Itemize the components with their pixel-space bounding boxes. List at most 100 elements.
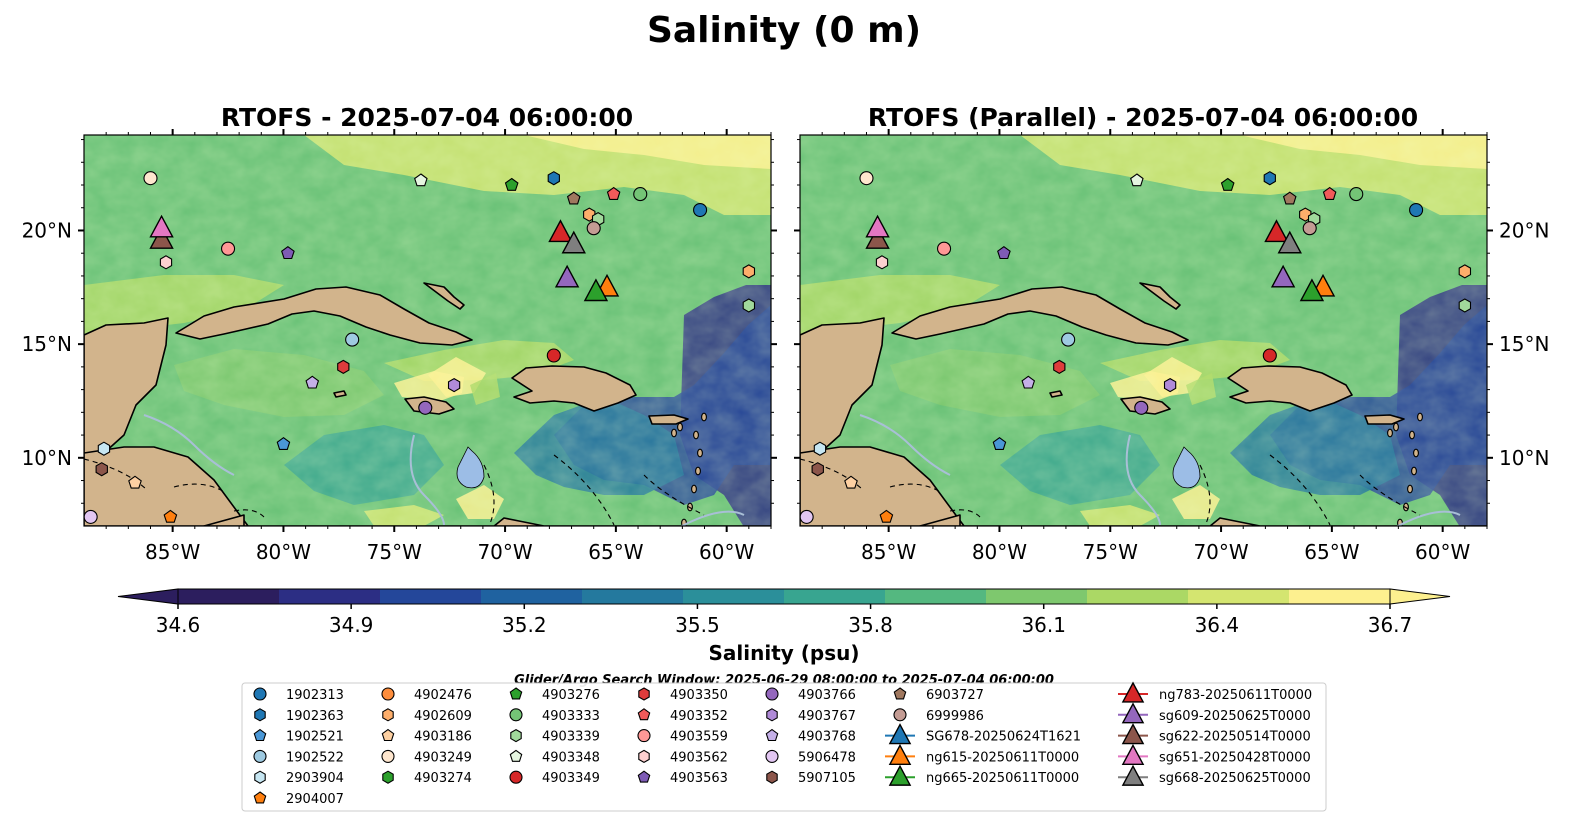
glider-sg651-20250428T0000: [149, 214, 174, 238]
island: [1387, 428, 1393, 438]
legend-label: 4903274: [414, 771, 472, 786]
argo-float-4903348: [414, 173, 428, 187]
lat-tick-label: 15°N: [1499, 332, 1549, 356]
legend-marker: [253, 749, 267, 763]
colorbar-segment: [885, 589, 987, 604]
colorbar-tick-label: 34.9: [329, 613, 374, 637]
colorbar-segment: [986, 589, 1088, 604]
island: [1407, 484, 1413, 494]
legend-marker: [1121, 743, 1145, 766]
legend-item: 6903727: [893, 687, 984, 703]
legend-item: 4903339: [510, 728, 600, 745]
argo-float-6999986: [1302, 221, 1317, 236]
landmass-cuba: [175, 286, 473, 346]
argo-float-4902609: [742, 264, 756, 279]
colorbar-segment: [279, 589, 381, 604]
argo-float-4903767: [1163, 377, 1177, 393]
colorbar-segment: [1289, 589, 1391, 604]
lon-tick-label: 60°W: [699, 540, 754, 564]
argo-float-4903276: [1220, 177, 1235, 191]
legend-item: 4903333: [509, 708, 600, 724]
land: [84, 282, 771, 526]
lon-tick-label: 75°W: [367, 540, 422, 564]
legend-label: 6999986: [926, 709, 984, 724]
colorbar-tick-label: 36.7: [1368, 613, 1413, 637]
argo-float-4903767: [447, 377, 461, 393]
legend-marker: [1121, 702, 1145, 724]
argo-float-4903352: [1322, 186, 1337, 200]
argo-float-4903339: [1458, 298, 1472, 313]
legend-label: 4903766: [798, 688, 856, 703]
argo-float-4903186: [844, 475, 858, 489]
legend-item: ng783-20250611T0000: [1118, 681, 1312, 703]
legend-item: 4903562: [638, 749, 728, 765]
colorbar-segment: [683, 589, 785, 604]
glider-sg668-20250625T0000: [561, 230, 586, 254]
argo-float-4903559: [220, 241, 236, 256]
country-border: [800, 458, 863, 490]
glider-ng665-20250611T0000: [583, 278, 609, 302]
colorbar-segment: [1087, 589, 1189, 604]
legend-label: 2903904: [286, 771, 344, 786]
island: [1417, 412, 1423, 422]
legend-item: SG678-20250624T1621: [885, 723, 1081, 745]
argo-float-1902313: [1409, 202, 1424, 218]
legend-label: sg651-20250428T0000: [1159, 750, 1311, 765]
river: [409, 434, 445, 526]
legend-label: 1902363: [286, 709, 344, 724]
colorbar-min-extend: [117, 588, 179, 605]
glider-sg668-20250625T0000: [1277, 230, 1302, 254]
legend-label: ng665-20250611T0000: [926, 771, 1079, 786]
legend-label: 4903349: [542, 771, 600, 786]
legend-marker: [888, 764, 912, 786]
axis-ticks: 85°W 80°W 75°W 70°W 65°W 60°W 20°N 15°N 10°N: [794, 129, 1549, 564]
legend-item: 1902313: [253, 687, 344, 703]
country-border: [84, 458, 147, 490]
country-border: [553, 454, 615, 526]
argo-float-1902522: [345, 332, 360, 347]
legend-item: 4903352: [637, 708, 728, 724]
map-panel-rtofs: RTOFS - 2025-07-04 06:00:00 85°W 80°W 75°W…: [22, 103, 777, 564]
colorbar-segment: [481, 589, 583, 604]
legend-marker: [765, 749, 779, 763]
legend-label: SG678-20250624T1621: [926, 730, 1081, 745]
legend-marker: [765, 728, 779, 742]
lon-tick-label: 80°W: [972, 540, 1027, 564]
legend-marker: [765, 687, 779, 701]
legend-marker: [509, 708, 523, 722]
country-border: [1199, 464, 1211, 526]
lat-tick-label: 10°N: [1499, 446, 1549, 470]
argo-float-2903904: [813, 441, 827, 456]
argo-float-4903559: [936, 241, 952, 256]
island: [1413, 448, 1419, 458]
lat-tick-label: 15°N: [22, 332, 72, 356]
legend-item: 5906478: [765, 749, 856, 765]
legend-item: 1902522: [253, 749, 344, 765]
argo-float-4903352: [606, 186, 621, 200]
colorbar: 34.6 34.9 35.2 35.5 35.8 36.1 36.4 36.7: [117, 588, 1451, 637]
colorbar-frame: [177, 588, 1391, 605]
landmass-cayman: [1049, 390, 1063, 398]
argo-float-4903350: [1053, 359, 1066, 375]
legend-marker: [381, 728, 395, 742]
landmass-southamerica: [203, 514, 245, 526]
argo-float-1902521: [276, 437, 291, 450]
argo-float-4903333: [633, 187, 648, 202]
country-border: [1269, 454, 1331, 526]
lon-tick-label: 60°W: [1415, 540, 1470, 564]
argo-float-1902363: [547, 171, 560, 186]
legend-label: 1902313: [286, 688, 344, 703]
argo-float-5907105: [811, 462, 824, 477]
island: [671, 428, 677, 438]
country-border: [643, 474, 705, 516]
legend-marker: [893, 687, 907, 700]
lake-maracaibo: [456, 446, 485, 489]
legend-marker: [637, 729, 651, 743]
lon-tick-label: 70°W: [477, 540, 532, 564]
legend-label: 1902522: [286, 750, 344, 765]
argo-float-1902363: [1263, 171, 1276, 186]
legend-label: 4903350: [670, 688, 728, 703]
legend-label: 5906478: [798, 750, 856, 765]
argo-float-4903562: [875, 255, 889, 270]
legend: 1902313 1902363 1902521 1902522 2903904 29040…: [253, 681, 1312, 807]
